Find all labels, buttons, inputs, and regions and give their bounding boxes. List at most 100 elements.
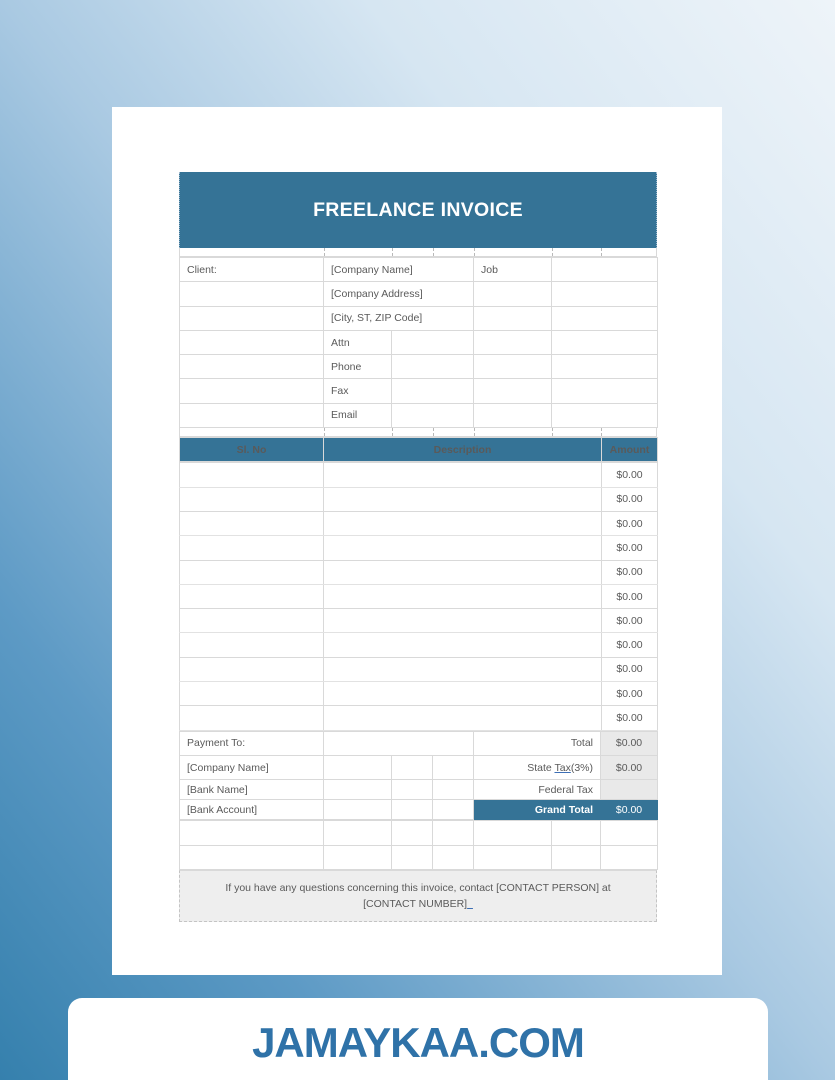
item-description[interactable] bbox=[323, 632, 602, 658]
job-row3-right[interactable] bbox=[551, 305, 658, 331]
payment-totals-table: Payment To: Total $0.00 [Company Name] S… bbox=[179, 730, 658, 821]
blank-cell[interactable] bbox=[391, 844, 433, 870]
item-amount: $0.00 bbox=[601, 608, 658, 634]
item-amount: $0.00 bbox=[601, 462, 658, 488]
table-row: [City, ST, ZIP Code] bbox=[179, 305, 658, 331]
blank-cell[interactable] bbox=[473, 820, 552, 846]
pay-blank[interactable] bbox=[323, 779, 392, 801]
item-description[interactable] bbox=[323, 510, 602, 537]
column-tick bbox=[474, 248, 475, 256]
blank-cell[interactable] bbox=[391, 820, 433, 846]
field-value-phone[interactable] bbox=[391, 354, 474, 380]
client-company-name[interactable]: [Company Name] bbox=[323, 256, 474, 283]
pay-blank[interactable] bbox=[432, 779, 474, 801]
payment-bank-name[interactable]: [Bank Name] bbox=[179, 779, 324, 801]
column-tick bbox=[601, 248, 602, 256]
job-row7-right[interactable] bbox=[551, 402, 658, 429]
field-label-attn: Attn bbox=[323, 329, 392, 356]
job-row4-left[interactable] bbox=[473, 329, 552, 356]
field-value-email[interactable] bbox=[391, 402, 474, 429]
blank-cell[interactable] bbox=[432, 820, 474, 846]
column-tick bbox=[392, 248, 393, 256]
table-row: Payment To: Total $0.00 bbox=[179, 730, 658, 756]
table-row: $0.00 bbox=[179, 559, 658, 585]
job-row4-right[interactable] bbox=[551, 329, 658, 356]
item-description[interactable] bbox=[323, 705, 602, 731]
blank-cell[interactable] bbox=[323, 820, 392, 846]
payment-to-blank[interactable] bbox=[323, 730, 474, 756]
table-row: $0.00 bbox=[179, 486, 658, 512]
item-sl-no[interactable] bbox=[179, 656, 324, 683]
field-value-attn[interactable] bbox=[391, 329, 474, 356]
item-description[interactable] bbox=[323, 656, 602, 683]
blank-cell[interactable] bbox=[179, 820, 324, 846]
client-spacer-cell bbox=[179, 378, 324, 404]
item-sl-no[interactable] bbox=[179, 632, 324, 658]
blank-cell[interactable] bbox=[600, 844, 658, 870]
blank-cell[interactable] bbox=[551, 820, 601, 846]
item-sl-no[interactable] bbox=[179, 486, 324, 512]
job-row6-right[interactable] bbox=[551, 378, 658, 404]
table-row: [Bank Account] Grand Total $0.00 bbox=[179, 799, 658, 821]
table-row: Client: [Company Name] Job bbox=[179, 256, 658, 283]
pay-blank[interactable] bbox=[323, 754, 392, 781]
job-row5-right[interactable] bbox=[551, 354, 658, 380]
pay-blank[interactable] bbox=[432, 799, 474, 821]
total-value: $0.00 bbox=[600, 730, 658, 756]
table-row: $0.00 bbox=[179, 462, 658, 488]
column-tick bbox=[433, 428, 434, 437]
state-tax-suffix: (3%) bbox=[570, 761, 593, 774]
table-row bbox=[179, 820, 658, 846]
job-row5-left[interactable] bbox=[473, 354, 552, 380]
blank-cell[interactable] bbox=[323, 844, 392, 870]
items-table: $0.00 $0.00 $0.00 $0.00 $0.00 $0.00 $0.00 $0.00… bbox=[179, 462, 658, 731]
job-row6-left[interactable] bbox=[473, 378, 552, 404]
item-description[interactable] bbox=[323, 535, 602, 561]
item-sl-no[interactable] bbox=[179, 559, 324, 585]
client-spacer-cell bbox=[179, 354, 324, 380]
pay-blank[interactable] bbox=[432, 754, 474, 781]
blank-cell[interactable] bbox=[551, 844, 601, 870]
table-row: Email bbox=[179, 402, 658, 429]
item-sl-no[interactable] bbox=[179, 583, 324, 610]
blank-cell[interactable] bbox=[432, 844, 474, 870]
table-row: $0.00 bbox=[179, 608, 658, 634]
payment-company-name[interactable]: [Company Name] bbox=[179, 754, 324, 781]
column-tick bbox=[474, 428, 475, 437]
pay-blank[interactable] bbox=[323, 799, 392, 821]
federal-tax-value bbox=[600, 779, 658, 801]
table-row: [Bank Name] Federal Tax bbox=[179, 779, 658, 801]
client-city-state-zip[interactable]: [City, ST, ZIP Code] bbox=[323, 305, 474, 331]
pay-blank[interactable] bbox=[391, 799, 433, 821]
item-description[interactable] bbox=[323, 608, 602, 634]
job-row7-left[interactable] bbox=[473, 402, 552, 429]
job-row2-left[interactable] bbox=[473, 281, 552, 307]
field-value-fax[interactable] bbox=[391, 378, 474, 404]
item-sl-no[interactable] bbox=[179, 705, 324, 731]
column-tick-row bbox=[179, 428, 657, 438]
item-sl-no[interactable] bbox=[179, 535, 324, 561]
job-value[interactable] bbox=[551, 256, 658, 283]
item-description[interactable] bbox=[323, 583, 602, 610]
item-description[interactable] bbox=[323, 486, 602, 512]
blank-cell[interactable] bbox=[600, 820, 658, 846]
job-row2-right[interactable] bbox=[551, 281, 658, 307]
federal-tax-label: Federal Tax bbox=[473, 779, 601, 801]
table-row: $0.00 bbox=[179, 705, 658, 731]
item-description[interactable] bbox=[323, 462, 602, 488]
pay-blank[interactable] bbox=[391, 779, 433, 801]
pay-blank[interactable] bbox=[391, 754, 433, 781]
item-sl-no[interactable] bbox=[179, 462, 324, 488]
item-amount: $0.00 bbox=[601, 486, 658, 512]
client-company-address[interactable]: [Company Address] bbox=[323, 281, 474, 307]
job-row3-left[interactable] bbox=[473, 305, 552, 331]
item-sl-no[interactable] bbox=[179, 608, 324, 634]
column-tick bbox=[433, 248, 434, 256]
item-description[interactable] bbox=[323, 681, 602, 707]
item-description[interactable] bbox=[323, 559, 602, 585]
item-sl-no[interactable] bbox=[179, 681, 324, 707]
blank-cell[interactable] bbox=[473, 844, 552, 870]
blank-cell[interactable] bbox=[179, 844, 324, 870]
item-sl-no[interactable] bbox=[179, 510, 324, 537]
payment-bank-account[interactable]: [Bank Account] bbox=[179, 799, 324, 821]
